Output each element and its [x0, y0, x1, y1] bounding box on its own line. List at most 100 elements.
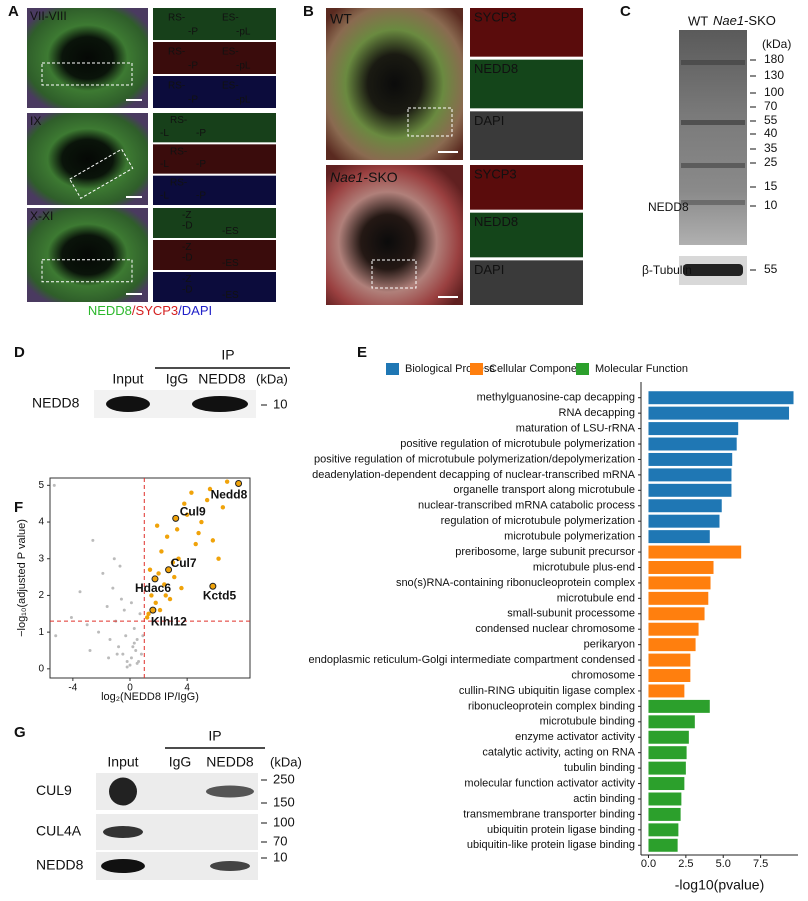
lane-label: Input [112, 371, 143, 387]
cell-label: RS- [170, 178, 187, 189]
micrograph [27, 208, 148, 302]
highlighted-point [151, 575, 159, 583]
bar [648, 514, 720, 528]
genotype-label: Nae1-SKO [330, 169, 398, 185]
category-label: methylguanosine-cap decapping [477, 392, 635, 404]
marker-label: 100 [764, 85, 784, 99]
highlighted-point [165, 566, 173, 574]
channel-label: SYCP3 [474, 9, 517, 24]
inset-micrograph [153, 76, 276, 108]
blot-band [210, 861, 250, 871]
cell-label: -ES [222, 290, 239, 301]
stage-label: IX [30, 114, 41, 128]
data-point [149, 593, 154, 598]
legend-swatch [386, 363, 399, 375]
marker-label: 10 [273, 849, 287, 864]
data-point [157, 607, 163, 613]
data-point [147, 567, 153, 572]
category-label: nuclear-transcribed mRNA catabolic proce… [418, 500, 636, 512]
gene-label: Cul7 [171, 556, 197, 570]
ip-label: IP [221, 347, 234, 363]
channel-label: DAPI [474, 113, 504, 128]
data-point [135, 661, 139, 665]
legend-swatch [470, 363, 483, 375]
data-point [164, 534, 170, 539]
blot [679, 30, 747, 245]
data-point [216, 556, 221, 561]
category-label: chromosome [571, 669, 635, 681]
data-point [85, 623, 89, 627]
cell-label: -P [196, 159, 206, 170]
channel-label: NEDD8 [474, 214, 518, 229]
bar [648, 746, 687, 760]
data-point [179, 585, 184, 591]
lane-label: IgG [169, 754, 192, 770]
data-point [154, 523, 160, 528]
bar [648, 638, 696, 652]
cell-label: RS- [168, 13, 185, 24]
blot-band [192, 396, 248, 412]
y-tick-label: 1 [38, 627, 44, 638]
blot-band [681, 163, 745, 168]
marker-label: 25 [764, 155, 778, 169]
marker-label: 130 [764, 68, 784, 82]
legend-swatch [576, 363, 589, 375]
blot-band [683, 264, 743, 276]
data-point [176, 556, 181, 561]
cell-label: -P [196, 128, 206, 139]
cell-label: RS- [170, 146, 187, 157]
bar [648, 545, 742, 559]
marker-label: 250 [273, 771, 295, 786]
protein-label: NEDD8 [648, 200, 689, 214]
data-point [210, 538, 216, 543]
x-tick-label: 5.0 [716, 858, 731, 870]
roi-box [69, 148, 134, 199]
category-label: condensed nuclear chromosome [475, 623, 635, 635]
data-point [97, 630, 101, 634]
channel-label: SYCP3 [474, 166, 517, 181]
inset-micrograph [470, 59, 583, 109]
data-point [132, 641, 136, 645]
bar [648, 483, 732, 497]
cell-label: -L [160, 159, 169, 170]
data-point [189, 490, 194, 495]
category-label: enzyme activator activity [515, 731, 635, 743]
bar [648, 792, 682, 806]
data-point [193, 541, 198, 547]
data-point [119, 597, 123, 601]
cell-label: -D [182, 284, 193, 295]
gene-name: Nae1 [330, 169, 363, 185]
cell-label: ES- [222, 47, 239, 58]
micrograph [326, 8, 463, 160]
x-tick-label: 0 [127, 683, 133, 694]
data-point [131, 645, 135, 649]
cell-label: -D [182, 252, 193, 263]
genotype-suffix: -SKO [363, 169, 397, 185]
bar [648, 499, 722, 513]
inset-micrograph [153, 113, 276, 143]
bar [648, 576, 711, 590]
marker-label: 55 [764, 262, 778, 276]
blot-band [681, 120, 745, 125]
category-label: ribonucleoprotein complex binding [468, 700, 635, 712]
cell-label: -P [188, 61, 198, 72]
marker-label: 55 [764, 113, 778, 127]
y-tick-label: 2 [38, 590, 44, 601]
data-point [159, 549, 164, 554]
bar [648, 561, 714, 574]
roi-box [41, 62, 133, 86]
roi-box [407, 107, 453, 137]
unit-label: (kDa) [270, 754, 302, 769]
plot-frame [49, 477, 251, 679]
data-point [167, 596, 173, 602]
category-label: microtubule end [557, 592, 635, 604]
blot-band [681, 200, 745, 205]
category-label: tubulin binding [564, 762, 635, 774]
category-label: ubiquitin protein ligase binding [487, 824, 635, 836]
category-label: microtubule binding [540, 716, 635, 728]
bar [648, 591, 709, 605]
data-point [54, 634, 58, 638]
data-point [174, 527, 180, 532]
cell-label: -P [196, 190, 206, 201]
data-point [91, 538, 95, 542]
